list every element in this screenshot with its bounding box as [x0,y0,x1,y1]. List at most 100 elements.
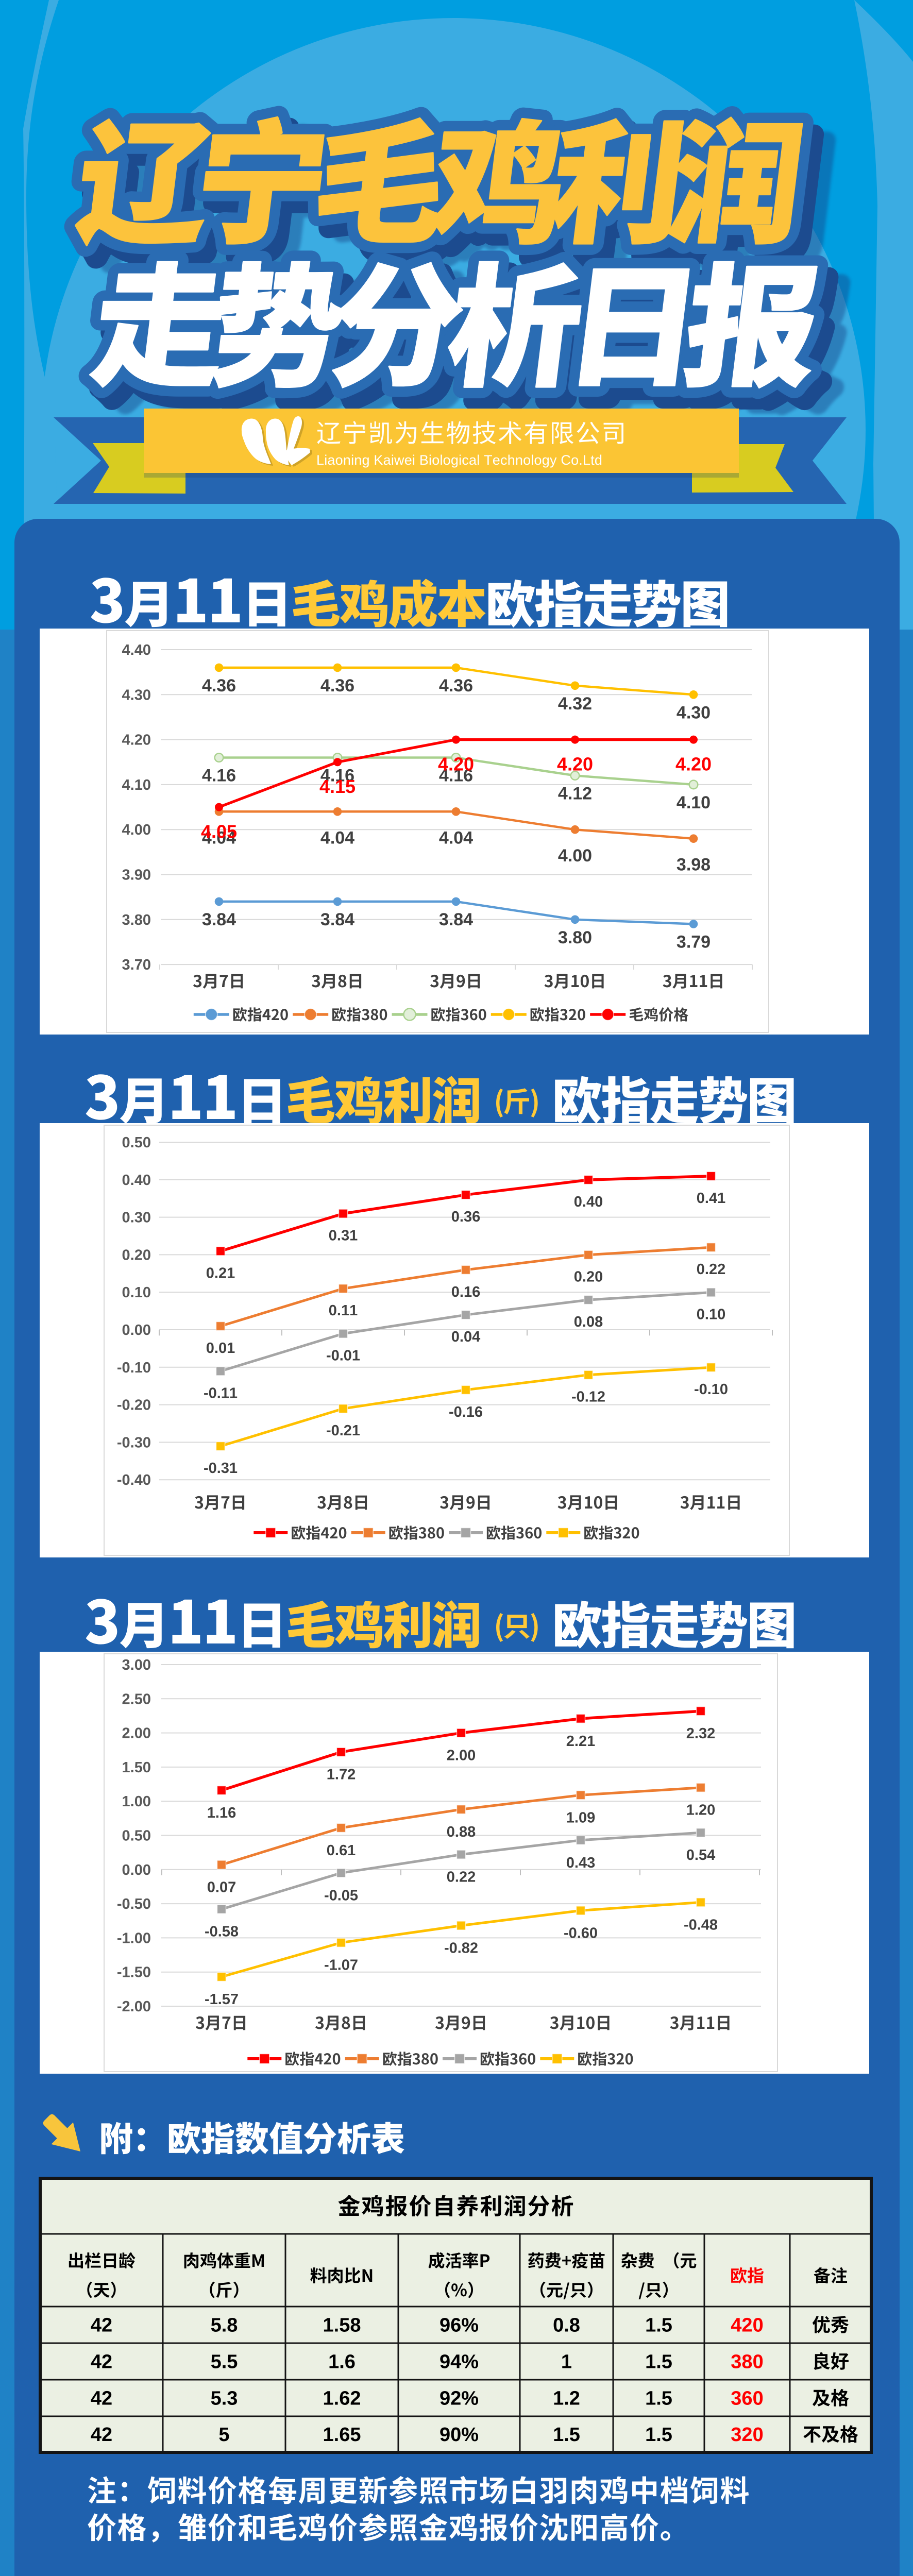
svg-text:5.3: 5.3 [211,2388,238,2410]
svg-text:1.5: 1.5 [645,2424,672,2446]
svg-text:0.8: 0.8 [553,2315,580,2336]
svg-text:92%: 92% [439,2388,479,2410]
svg-text:0.41: 0.41 [697,1190,725,1207]
svg-text:4.00: 4.00 [558,846,592,866]
svg-text:-0.30: -0.30 [117,1434,151,1451]
svg-text:0.50: 0.50 [122,1134,151,1151]
svg-text:4.05: 4.05 [201,821,237,842]
svg-text:-0.12: -0.12 [571,1389,605,1405]
svg-text:-0.21: -0.21 [326,1422,360,1439]
svg-text:0.08: 0.08 [574,1314,603,1330]
svg-text:0.07: 0.07 [207,1879,236,1896]
svg-text:-0.01: -0.01 [326,1348,360,1364]
svg-text:0.01: 0.01 [206,1340,235,1357]
svg-text:380: 380 [731,2351,763,2373]
svg-text:-0.10: -0.10 [694,1381,728,1398]
svg-text:4.16: 4.16 [320,766,354,786]
svg-text:360: 360 [731,2388,763,2410]
svg-text:4.04: 4.04 [202,828,236,848]
svg-text:Liaoning Kaiwei Biological Tec: Liaoning Kaiwei Biological Technology Co… [316,452,602,468]
svg-text:0.40: 0.40 [122,1172,151,1189]
svg-text:-0.50: -0.50 [117,1896,151,1912]
svg-text:2.00: 2.00 [447,1748,476,1764]
svg-text:0.10: 0.10 [697,1307,725,1323]
svg-text:-0.31: -0.31 [204,1460,238,1477]
svg-text:1.72: 1.72 [327,1767,356,1783]
svg-text:1: 1 [561,2351,572,2373]
svg-text:0.43: 0.43 [566,1855,595,1871]
svg-text:-0.10: -0.10 [117,1360,151,1376]
svg-text:2.21: 2.21 [566,1733,595,1750]
svg-text:0.36: 0.36 [451,1209,480,1225]
svg-text:1.5: 1.5 [645,2351,672,2373]
svg-text:0.54: 0.54 [686,1847,715,1863]
svg-text:-0.11: -0.11 [204,1385,238,1401]
svg-text:4.04: 4.04 [439,828,473,848]
svg-text:-2.00: -2.00 [117,1998,151,2015]
svg-text:-1.07: -1.07 [324,1957,358,1974]
svg-text:1.58: 1.58 [323,2315,361,2336]
svg-text:4.36: 4.36 [320,676,354,696]
svg-text:3.80: 3.80 [558,928,592,947]
svg-text:4.36: 4.36 [202,676,236,696]
svg-text:4.04: 4.04 [320,828,354,848]
svg-text:0.22: 0.22 [447,1869,476,1886]
svg-text:-0.16: -0.16 [449,1404,483,1420]
svg-text:42: 42 [91,2315,112,2336]
svg-text:0.61: 0.61 [327,1842,356,1859]
svg-text:4.15: 4.15 [319,776,356,797]
svg-text:1.16: 1.16 [207,1805,236,1821]
svg-text:5.5: 5.5 [211,2351,238,2373]
svg-text:1.62: 1.62 [323,2388,361,2410]
svg-text:-0.58: -0.58 [205,1924,239,1940]
svg-text:0.50: 0.50 [122,1828,151,1844]
svg-text:0.00: 0.00 [122,1322,151,1338]
svg-text:0.22: 0.22 [697,1261,725,1278]
svg-text:42: 42 [91,2388,112,2410]
svg-text:-0.05: -0.05 [324,1887,358,1904]
svg-text:1.50: 1.50 [122,1759,151,1776]
svg-text:4.20: 4.20 [122,732,151,749]
svg-text:0.40: 0.40 [574,1194,603,1210]
svg-text:3.84: 3.84 [320,910,354,929]
svg-text:42: 42 [91,2351,112,2373]
svg-text:0.10: 0.10 [122,1284,151,1301]
svg-text:-0.82: -0.82 [444,1940,478,1957]
svg-text:0.00: 0.00 [122,1862,151,1878]
svg-text:4.30: 4.30 [677,703,711,722]
svg-text:4.00: 4.00 [122,822,151,838]
svg-text:3.79: 3.79 [677,933,711,952]
svg-text:1.6: 1.6 [328,2351,356,2373]
svg-text:3.84: 3.84 [439,910,473,929]
svg-text:4.10: 4.10 [677,793,711,812]
svg-text:3.00: 3.00 [122,1657,151,1673]
svg-text:2.32: 2.32 [686,1725,715,1742]
svg-text:3.80: 3.80 [122,912,151,928]
svg-text:0.21: 0.21 [206,1265,235,1281]
svg-text:320: 320 [731,2424,763,2446]
svg-text:4.10: 4.10 [122,777,151,793]
svg-text:5.8: 5.8 [211,2315,238,2336]
svg-text:4.16: 4.16 [202,766,236,786]
svg-text:0.04: 0.04 [451,1329,480,1345]
svg-text:4.12: 4.12 [558,784,592,803]
svg-text:-1.00: -1.00 [117,1930,151,1946]
svg-text:4.32: 4.32 [558,694,592,714]
svg-text:1.20: 1.20 [686,1802,715,1819]
svg-text:90%: 90% [439,2424,479,2446]
svg-text:3.84: 3.84 [202,910,236,929]
svg-text:0.20: 0.20 [122,1247,151,1263]
svg-text:3.90: 3.90 [122,867,151,884]
svg-text:1.00: 1.00 [122,1793,151,1810]
svg-text:-0.40: -0.40 [117,1472,151,1488]
svg-text:0.88: 0.88 [447,1824,476,1840]
svg-text:1.5: 1.5 [553,2424,580,2446]
svg-text:1.5: 1.5 [645,2315,672,2336]
svg-text:2.50: 2.50 [122,1691,151,1707]
svg-text:94%: 94% [439,2351,479,2373]
svg-text:-0.48: -0.48 [684,1917,718,1933]
svg-text:3.70: 3.70 [122,957,151,973]
svg-text:0.11: 0.11 [329,1302,358,1319]
svg-text:4.20: 4.20 [438,754,474,775]
svg-text:1.65: 1.65 [323,2424,361,2446]
